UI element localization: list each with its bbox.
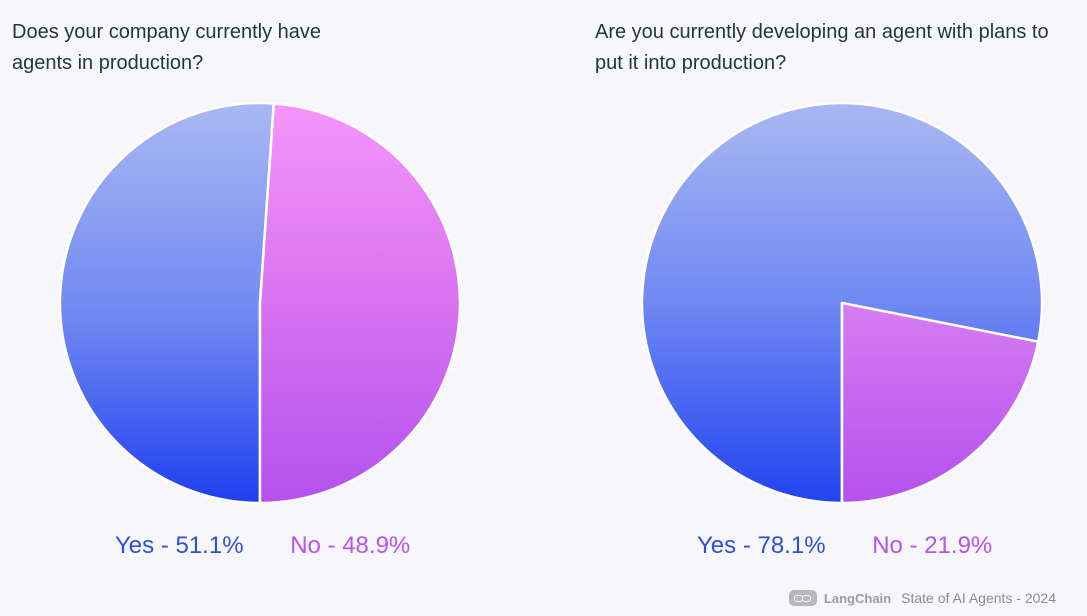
chart-title-developing-agent: Are you currently developing an agent wi… (595, 21, 1049, 74)
pie-slice-no (258, 102, 462, 505)
legend-yes-label: Yes - 51.1% (115, 532, 244, 559)
pie-chart-developing-agent (640, 101, 1044, 505)
pie-slice-yes (58, 101, 276, 505)
legend-no-label: No - 48.9% (290, 532, 411, 559)
footer-brand: LangChain (823, 590, 892, 606)
pie-chart-agents-in-production (58, 101, 462, 505)
legend-developing-agent: Yes - 78.1% No - 21.9% (697, 530, 992, 562)
footer-caption: State of AI Agents - 2024 (901, 590, 1056, 606)
legend-yes-label: Yes - 78.1% (697, 532, 826, 559)
pie-slice-no (840, 301, 1040, 505)
legend-agents-in-production: Yes - 51.1% No - 48.9% (115, 530, 410, 562)
footer-credit: LangChain State of AI Agents - 2024 (788, 590, 1056, 606)
langchain-logo-icon (788, 590, 817, 606)
chart-title-agents-in-production: Does your company currently have agents … (12, 21, 322, 74)
legend-no-label: No - 21.9% (872, 532, 993, 559)
